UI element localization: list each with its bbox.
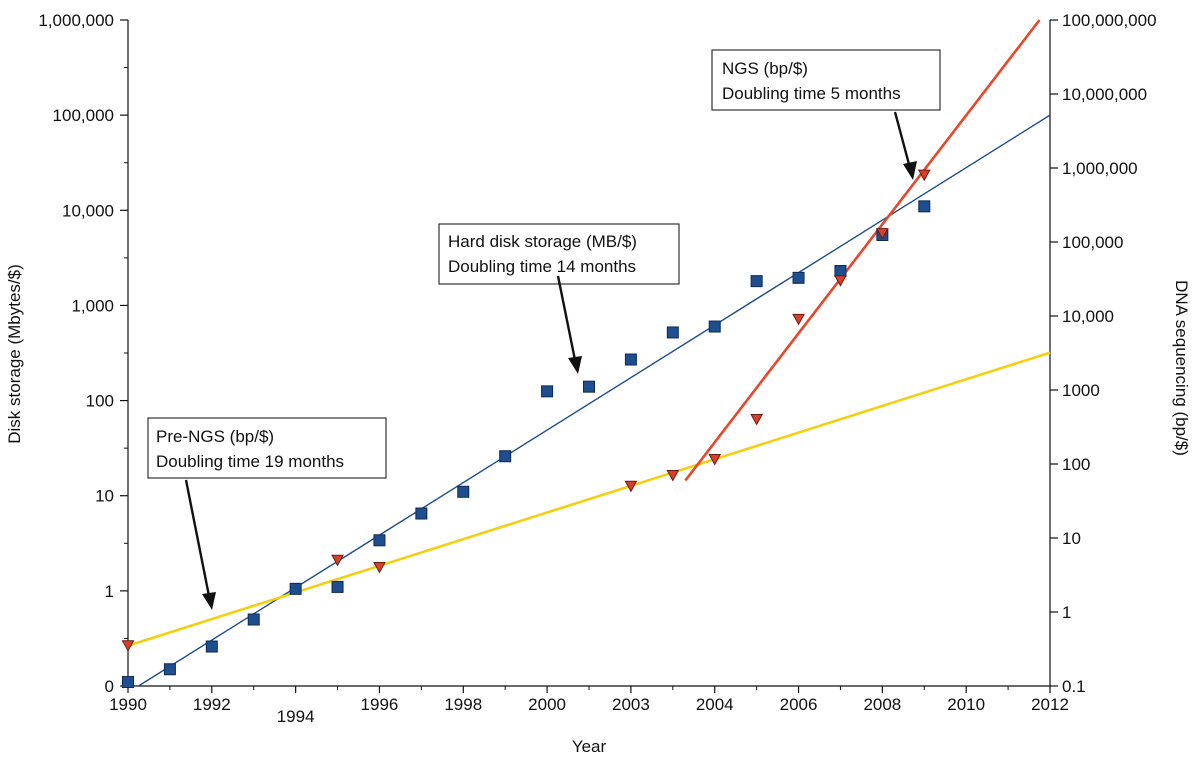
dna-sequencing-point <box>666 469 680 482</box>
disk-storage-point <box>457 485 470 498</box>
dna-sequencing-point <box>708 454 722 466</box>
x-tick-label: 1990 <box>109 695 147 714</box>
annotation-pre-ngs: Pre-NGS (bp/$) Doubling time 19 months <box>147 417 387 610</box>
annotation-ngs-line1: NGS (bp/$) <box>722 59 808 78</box>
disk-storage-point <box>205 640 218 653</box>
annotation-ngs-box <box>711 49 941 111</box>
disk-storage-point <box>750 275 763 288</box>
x-tick-label: 1996 <box>361 695 399 714</box>
annotation-pre-ngs-arrow <box>184 479 211 597</box>
disk-storage-point <box>331 580 344 593</box>
annotation-hard-disk-box <box>438 223 680 285</box>
y2-tick-label: 100,000,000 <box>1062 11 1157 30</box>
dna-sequencing-point <box>373 561 386 574</box>
disk-storage-point <box>373 534 386 547</box>
y2-tick-label: 0.1 <box>1062 677 1086 696</box>
annotation-ngs-line2: Doubling time 5 months <box>722 84 901 103</box>
x-tick-label: 1994 <box>277 707 315 726</box>
y-tick-label: 1,000,000 <box>38 11 114 30</box>
trend-line <box>684 19 1041 482</box>
y2-tick-label: 10 <box>1062 529 1081 548</box>
y2-tick-label: 1000 <box>1062 381 1100 400</box>
annotation-pre-ngs-line2: Doubling time 19 months <box>156 452 344 471</box>
dna-sequencing-point <box>834 275 847 287</box>
trend-line <box>138 114 1051 687</box>
dna-sequencing-point <box>876 228 889 240</box>
x-tick-label: 2008 <box>863 695 901 714</box>
disk-storage-point <box>247 613 260 626</box>
annotations: NGS (bp/$) Doubling time 5 months Hard d… <box>147 49 941 610</box>
dna-sequencing-point <box>624 480 638 493</box>
dna-sequencing-point <box>917 169 931 182</box>
axes <box>127 20 1051 687</box>
x-tick-label: 1992 <box>193 695 231 714</box>
annotation-ngs-arrow-head <box>903 161 917 180</box>
y2-tick-label: 10,000 <box>1062 307 1114 326</box>
annotation-pre-ngs-box <box>147 417 387 479</box>
disk-storage-point <box>541 385 554 398</box>
data-points <box>121 169 931 689</box>
y2-tick-label: 10,000,000 <box>1062 85 1147 104</box>
x-ticks: 1990 1992 1994 1996 1998 2000 2003 2004 2006 2008… <box>109 686 1069 726</box>
y-axis-title: Disk storage (Mbytes/$) <box>5 264 24 444</box>
y-ticks: 0 1 10 100 1,000 10,000 100,000 1,000,000 <box>38 11 128 696</box>
y2-axis-title: DNA sequencing (bp/$) <box>1172 280 1191 456</box>
x-tick-label: 2000 <box>528 695 566 714</box>
y-tick-label: 10 <box>95 487 114 506</box>
y2-tick-label: 1 <box>1062 603 1071 622</box>
y-tick-label: 0 <box>105 677 114 696</box>
y2-tick-label: 1,000,000 <box>1062 159 1138 178</box>
annotation-hard-disk-line1: Hard disk storage (MB/$) <box>448 232 637 251</box>
annotation-hard-disk: Hard disk storage (MB/$) Doubling time 1… <box>438 223 680 374</box>
x-tick-label: 1998 <box>444 695 482 714</box>
disk-storage-point <box>499 450 512 463</box>
x-tick-label: 2010 <box>947 695 985 714</box>
annotation-pre-ngs-line1: Pre-NGS (bp/$) <box>156 427 274 446</box>
disk-storage-point <box>163 663 176 676</box>
minor-ticks <box>169 686 1009 690</box>
disk-storage-point <box>918 200 931 213</box>
disk-storage-point <box>415 507 428 520</box>
y-tick-label: 10,000 <box>62 201 114 220</box>
y-tick-label: 100 <box>86 392 114 411</box>
annotation-ngs: NGS (bp/$) Doubling time 5 months <box>711 49 941 180</box>
disk-storage-point <box>624 353 637 366</box>
x-tick-label: 2012 <box>1031 695 1069 714</box>
dna-sequencing-point <box>750 413 763 426</box>
disk-storage-point <box>708 320 721 333</box>
y2-tick-label: 100 <box>1062 455 1090 474</box>
disk-storage-point <box>792 271 805 284</box>
disk-storage-point <box>834 265 847 278</box>
annotation-hard-disk-arrow <box>556 275 577 361</box>
annotation-ngs-arrow <box>893 111 912 169</box>
y-tick-label: 1 <box>105 582 114 601</box>
annotation-hard-disk-arrow-head <box>568 356 582 374</box>
x-tick-label: 2003 <box>612 695 650 714</box>
x-tick-label: 2004 <box>696 695 734 714</box>
annotation-pre-ngs-arrow-head <box>202 592 216 610</box>
disk-storage-point <box>122 676 134 689</box>
trend-lines <box>127 19 1051 687</box>
disk-storage-point <box>666 326 679 339</box>
annotation-hard-disk-line2: Doubling time 14 months <box>448 257 636 276</box>
x-axis-title: Year <box>572 737 607 756</box>
disk-storage-point <box>583 380 595 393</box>
dna-sequencing-point <box>331 554 344 567</box>
y2-tick-label: 100,000 <box>1062 233 1123 252</box>
x-tick-label: 2006 <box>780 695 818 714</box>
disk-storage-point <box>289 582 302 595</box>
trend-line <box>127 351 1051 647</box>
dna-sequencing-point <box>792 313 805 326</box>
y-tick-label: 1,000 <box>71 296 114 315</box>
y-tick-label: 100,000 <box>53 106 114 125</box>
y2-ticks: 0.1 1 10 100 1000 10,000 100,000 1,000,000 10,00… <box>1050 11 1157 696</box>
dna-sequencing-point <box>121 640 135 652</box>
